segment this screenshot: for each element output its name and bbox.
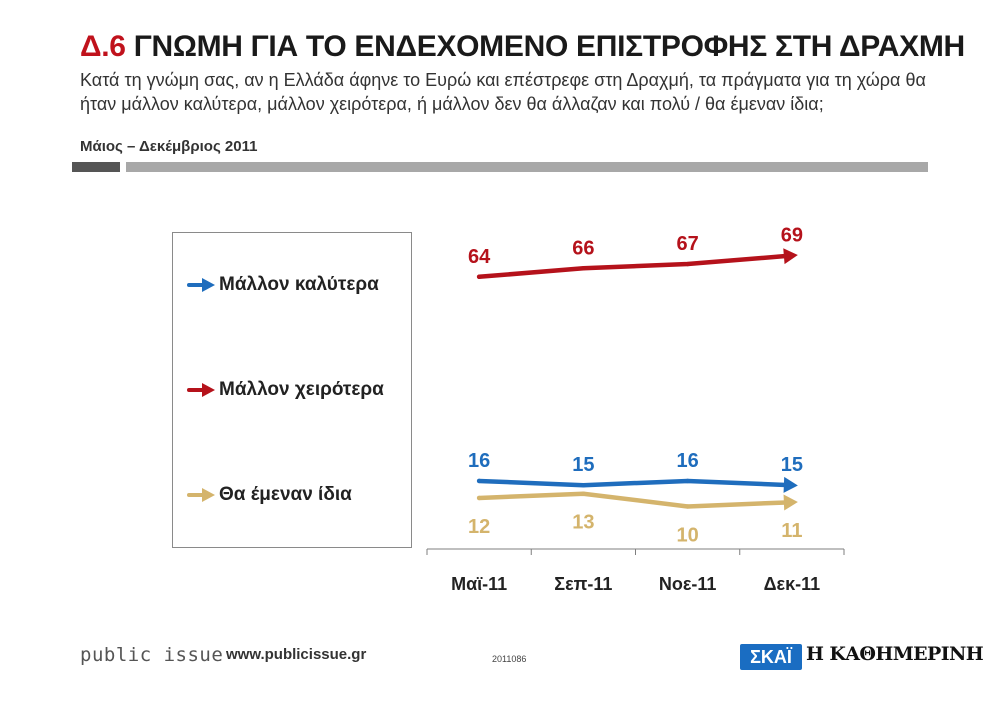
data-label: 11 (781, 520, 802, 542)
data-label: 66 (572, 237, 594, 259)
website-link[interactable]: www.publicissue.gr (226, 646, 367, 663)
legend-item-same: Θα έμεναν ίδια (187, 483, 352, 507)
legend-item-worse: Μάλλον χειρότερα (187, 378, 384, 402)
survey-question: Κατά τη γνώμη σας, αν η Ελλάδα άφηνε το … (80, 70, 926, 114)
divider-dark (72, 162, 120, 172)
data-point (476, 495, 482, 501)
x-tick-label: Δεκ-11 (764, 574, 821, 594)
series-line (476, 491, 789, 509)
divider-light (126, 162, 928, 172)
data-point (789, 500, 795, 505)
legend-label-worse: Μάλλον χειρότερα (219, 379, 384, 400)
legend-label-same: Θα έμεναν ίδια (219, 484, 352, 505)
kathimerini-logo: Η ΚΑΘΗΜΕΡΙΝΗ (806, 643, 984, 665)
data-label: 16 (677, 450, 699, 472)
data-label: 10 (677, 524, 699, 546)
data-label: 64 (468, 246, 491, 268)
data-point (789, 483, 795, 488)
series-line (476, 253, 789, 280)
data-label: 16 (468, 450, 490, 472)
data-point (685, 478, 690, 484)
legend-arrow-icon-better (187, 278, 215, 292)
survey-period: Μάιος – Δεκέμβριος 2011 (80, 138, 258, 155)
title-number: Δ.6 (80, 30, 126, 63)
x-tick-label: Σεπ-11 (554, 574, 612, 594)
data-label: 13 (572, 512, 594, 534)
data-label: 12 (468, 516, 490, 538)
data-label: 69 (781, 225, 803, 247)
data-point (581, 491, 586, 496)
page-title: Δ.6 ΓΝΩΜΗ ΓΙΑ ΤΟ ΕΝΔΕΧΟΜΕΝΟ ΕΠΙΣΤΡΟΦΗΣ Σ… (80, 30, 965, 64)
data-point (581, 266, 586, 271)
chart-legend: Μάλλον καλύτερα Μάλλον χειρότερα Θα έμεν… (172, 232, 412, 548)
series-line (476, 478, 789, 488)
legend-label-better: Μάλλον καλύτερα (219, 274, 379, 295)
x-tick-label: Νοε-11 (659, 574, 717, 594)
data-point (685, 261, 690, 267)
data-label: 67 (677, 233, 699, 255)
data-point (476, 274, 482, 279)
title-text: ΓΝΩΜΗ ΓΙΑ ΤΟ ΕΝΔΕΧΟΜΕΝΟ ΕΠΙΣΤΡΟΦΗΣ ΣΤΗ Δ… (133, 30, 966, 63)
data-point (789, 253, 795, 258)
legend-item-better: Μάλλον καλύτερα (187, 273, 379, 297)
survey-code: 2011086 (492, 654, 527, 664)
data-point (581, 483, 586, 488)
data-label: 15 (572, 454, 594, 476)
data-point (476, 478, 482, 484)
skai-logo: ΣΚΑΪ (740, 644, 802, 670)
public-issue-logo: public issue (80, 644, 224, 666)
data-point (685, 504, 690, 509)
data-label: 15 (781, 454, 803, 476)
x-tick-label: Μαϊ-11 (451, 574, 507, 594)
legend-arrow-icon-same (187, 488, 215, 502)
legend-arrow-icon-worse (187, 383, 215, 397)
